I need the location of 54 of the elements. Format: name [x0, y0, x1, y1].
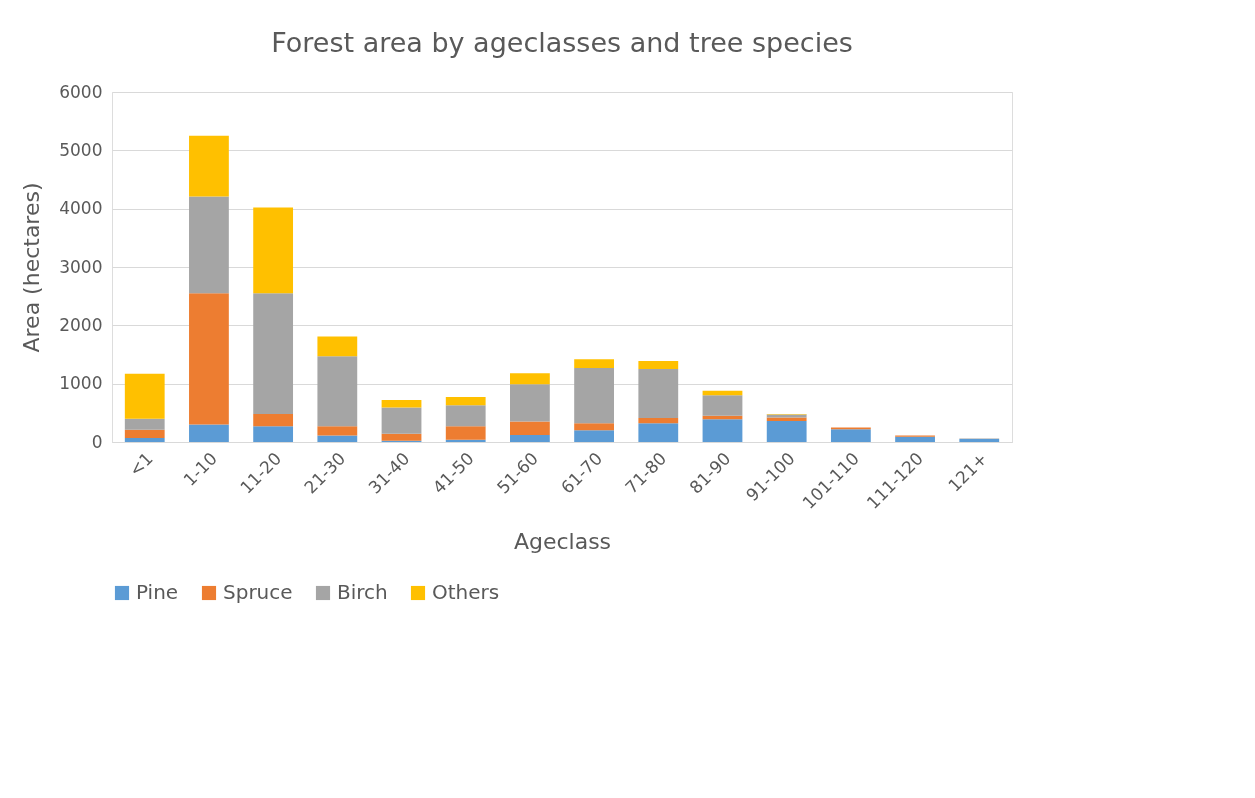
bar — [445, 426, 486, 440]
bar — [381, 407, 422, 434]
bar — [638, 418, 679, 424]
bar — [317, 356, 358, 427]
bar — [189, 293, 229, 425]
bar — [638, 423, 679, 442]
bar — [124, 429, 165, 438]
y-axis-title: Area (hectares) — [19, 182, 45, 353]
x-tick-label: <1 — [124, 448, 157, 481]
bar — [510, 435, 550, 442]
y-tick-label: 2000 — [59, 314, 103, 335]
y-tick-label: 0 — [91, 431, 103, 452]
bar — [510, 384, 550, 422]
bar — [124, 418, 165, 430]
bar — [253, 414, 294, 427]
bar — [317, 426, 358, 436]
bar — [253, 293, 294, 414]
bar — [702, 395, 743, 416]
bar — [574, 359, 614, 368]
bar — [510, 373, 550, 385]
bar — [189, 424, 229, 442]
bar — [253, 207, 294, 294]
bar — [574, 367, 614, 424]
bar — [124, 437, 165, 442]
bar — [638, 369, 679, 419]
bar — [381, 433, 422, 441]
bar — [445, 405, 486, 427]
bar — [638, 360, 679, 370]
bar — [124, 373, 165, 419]
y-tick-label: 4000 — [59, 198, 103, 219]
bar — [189, 196, 229, 294]
x-axis-title: Ageclass — [513, 529, 612, 555]
chart-title: Forest area by ageclasses and tree species — [271, 27, 853, 58]
bar — [574, 423, 614, 431]
legend-label: Pine — [136, 580, 179, 604]
bar — [510, 421, 550, 435]
y-tick-label: 6000 — [59, 81, 103, 102]
bar — [445, 397, 486, 406]
y-tick-label: 3000 — [59, 256, 103, 277]
legend-label: Spruce — [223, 580, 293, 604]
bar — [317, 435, 358, 442]
bar — [766, 421, 807, 442]
bar — [702, 419, 743, 442]
bar — [895, 436, 935, 442]
y-tick-label: 5000 — [59, 139, 103, 160]
legend-label: Birch — [337, 580, 388, 604]
bar — [574, 430, 614, 442]
bar — [830, 429, 871, 442]
bar — [317, 336, 358, 357]
bar — [189, 135, 229, 197]
bar — [253, 426, 294, 442]
bar — [381, 400, 422, 408]
y-tick-label: 1000 — [59, 373, 103, 394]
legend-label: Others — [432, 580, 500, 604]
